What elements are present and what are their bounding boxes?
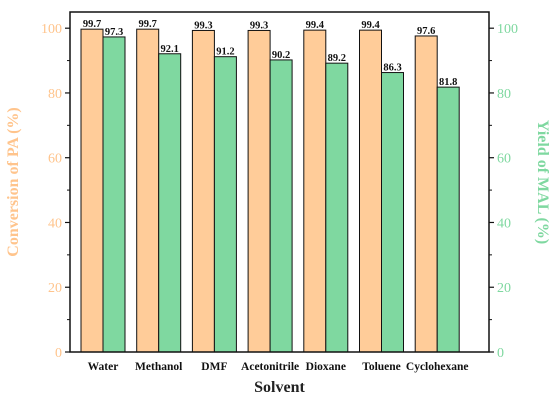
- bar-yield-dioxane: [325, 62, 349, 353]
- x-tick-label-acetonitrile: Acetonitrile: [241, 361, 299, 373]
- left-tick-label: 40: [48, 216, 62, 231]
- right-tick-label: 80: [497, 87, 511, 102]
- bar-conversion-dmf: [191, 29, 215, 353]
- data-label-conversion-methanol: 99.7: [139, 19, 157, 30]
- x-tick-label-water: Water: [88, 361, 119, 373]
- bar-conversion-methanol: [136, 28, 160, 353]
- bar-conversion-acetonitrile: [247, 29, 271, 353]
- bar-yield-water: [102, 36, 126, 353]
- left-tick-label: 80: [48, 87, 62, 102]
- axes-layer: Water Methanol DMF Acetonitrile Dioxane Tolue…: [41, 11, 518, 373]
- data-label-yield-dmf: 91.2: [216, 47, 234, 58]
- bar-conversion-water: [80, 28, 104, 353]
- right-axis-title: Yield of MAL (%): [534, 120, 550, 244]
- left-tick-label: 0: [55, 346, 62, 361]
- data-label-yield-water: 97.3: [105, 27, 123, 38]
- left-tick-label: 20: [48, 281, 62, 296]
- data-label-yield-cyclohexane: 81.8: [439, 77, 457, 88]
- plot-frame: [69, 11, 490, 353]
- x-tick-label-dioxane: Dioxane: [306, 361, 346, 373]
- bar-yield-acetonitrile: [269, 59, 293, 353]
- bar-conversion-dioxane: [303, 29, 327, 353]
- bars-layer: 99.7 97.3 99.7 92.1 99.3 91.2 99.3 90.2 99.4 89.2…: [80, 19, 460, 353]
- data-label-conversion-dmf: 99.3: [194, 20, 212, 31]
- data-label-conversion-cyclohexane: 97.6: [417, 26, 435, 37]
- left-tick-label: 100: [41, 22, 62, 37]
- left-tick-label: 60: [48, 152, 62, 167]
- data-label-yield-acetonitrile: 90.2: [272, 50, 290, 61]
- bar-yield-cyclohexane: [436, 86, 460, 353]
- data-label-conversion-acetonitrile: 99.3: [250, 20, 268, 31]
- bar-conversion-toluene: [359, 29, 382, 353]
- right-tick-label: 20: [497, 281, 511, 296]
- bar-yield-toluene: [381, 72, 404, 353]
- data-label-conversion-water: 99.7: [83, 19, 101, 30]
- bar-yield-methanol: [158, 53, 182, 353]
- bar-yield-dmf: [213, 56, 237, 353]
- right-tick-label: 60: [497, 152, 511, 167]
- data-label-conversion-dioxane: 99.4: [306, 20, 325, 31]
- x-tick-label-cyclohexane: Cyclohexane: [406, 361, 469, 373]
- right-tick-label: 100: [497, 22, 518, 37]
- x-tick-label-toluene: Toluene: [362, 361, 401, 373]
- data-label-conversion-toluene: 99.4: [361, 20, 380, 31]
- x-tick-label-methanol: Methanol: [135, 361, 182, 373]
- data-label-yield-toluene: 86.3: [383, 63, 401, 74]
- left-axis-title: Conversion of PA (%): [5, 107, 22, 256]
- data-label-yield-methanol: 92.1: [161, 44, 179, 55]
- right-tick-label: 40: [497, 216, 511, 231]
- right-tick-label: 0: [497, 346, 504, 361]
- data-label-yield-dioxane: 89.2: [328, 53, 346, 64]
- bar-conversion-cyclohexane: [414, 35, 438, 353]
- x-tick-label-dmf: DMF: [201, 361, 227, 373]
- x-axis-title: Solvent: [254, 379, 305, 396]
